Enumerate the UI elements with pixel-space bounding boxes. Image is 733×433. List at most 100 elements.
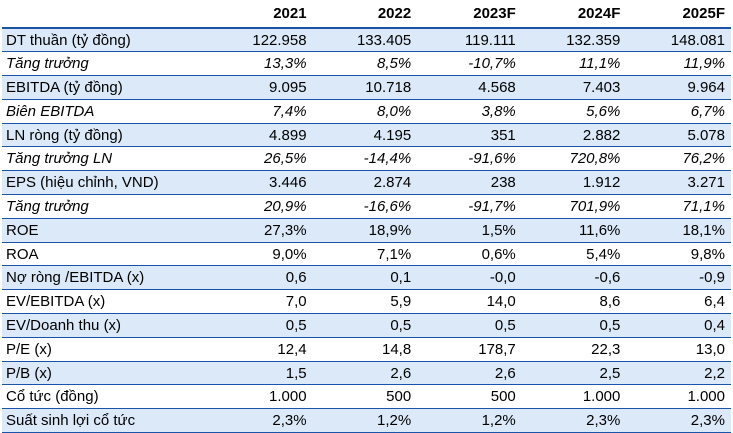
header-cell-2024f: 2024F [521,0,627,29]
table-row: Cổ tức (đồng) 1.000 500 500 1.000 1.000 [2,384,731,410]
value-cell: 7,1% [312,242,418,267]
value-cell: 5,6% [521,99,627,124]
row-label: ROA [2,242,208,267]
row-label: LN ròng (tỷ đồng) [2,123,208,148]
value-cell: 20,9% [208,194,313,219]
value-cell: 26,5% [208,146,313,172]
row-label: EBITDA (tỷ đồng) [2,75,208,100]
value-cell: 12,4 [208,337,313,362]
value-cell: 2,6 [312,361,418,386]
table-row: P/E (x) 12,4 14,8 178,7 22,3 13,0 [2,337,731,362]
value-cell: 0,1 [312,265,418,291]
header-cell-2021: 2021 [208,0,313,29]
value-cell: 9,0% [208,242,313,267]
value-cell: 7,4% [208,99,313,124]
value-cell: 1.912 [521,170,627,196]
value-cell: 132.359 [521,28,627,53]
table-body: DT thuần (tỷ đồng) 122.958 133.405 119.111 1… [2,28,731,433]
row-label: Tăng trưởng LN [2,146,208,172]
value-cell: 1,2% [312,408,418,433]
value-cell: 6,7% [626,99,731,124]
value-cell: 500 [417,384,522,410]
value-cell: 22,3 [521,337,627,362]
table-row: Tăng trưởng 20,9% -16,6% -91,7% 701,9% 71,1% [2,194,731,219]
table-header: 2021 2022 2023F 2024F 2025F [2,0,731,29]
table-row: Suất sinh lợi cổ tức 2,3% 1,2% 1,2% 2,3% 2,3% [2,408,731,433]
value-cell: 351 [417,123,522,148]
value-cell: 5,4% [521,242,627,267]
value-cell: 0,4 [626,313,731,338]
header-cell-2025f: 2025F [626,0,731,29]
value-cell: -10,7% [417,51,522,77]
value-cell: 14,8 [312,337,418,362]
value-cell: -91,7% [417,194,522,219]
table-row: EV/Doanh thu (x) 0,5 0,5 0,5 0,5 0,4 [2,313,731,338]
value-cell: 148.081 [626,28,731,53]
row-label: EPS (hiệu chỉnh, VND) [2,170,208,196]
value-cell: 3.446 [208,170,313,196]
header-row: 2021 2022 2023F 2024F 2025F [2,0,731,29]
header-cell-2022: 2022 [312,0,418,29]
value-cell: 13,0 [626,337,731,362]
value-cell: 2,3% [521,408,627,433]
value-cell: 238 [417,170,522,196]
value-cell: 0,6% [417,242,522,267]
value-cell: 119.111 [417,28,522,53]
value-cell: -0,6 [521,265,627,291]
value-cell: 18,1% [626,218,731,243]
value-cell: 10.718 [312,75,418,100]
value-cell: 9,8% [626,242,731,267]
value-cell: -0,0 [417,265,522,291]
value-cell: 13,3% [208,51,313,77]
value-cell: 0,5 [312,313,418,338]
value-cell: 8,0% [312,99,418,124]
value-cell: 720,8% [521,146,627,172]
value-cell: 5,9 [312,289,418,315]
value-cell: 1,5 [208,361,313,386]
row-label: ROE [2,218,208,243]
table-row: ROE 27,3% 18,9% 1,5% 11,6% 18,1% [2,218,731,243]
table-row: LN ròng (tỷ đồng) 4.899 4.195 351 2.882 5.078 [2,123,731,148]
table-row: Tăng trưởng LN 26,5% -14,4% -91,6% 720,8% 76,… [2,146,731,172]
row-label: Suất sinh lợi cổ tức [2,408,208,433]
value-cell: 133.405 [312,28,418,53]
value-cell: 8,6 [521,289,627,315]
header-cell-label [2,0,208,29]
row-label: Tăng trưởng [2,194,208,219]
value-cell: 2,3% [208,408,313,433]
value-cell: 122.958 [208,28,313,53]
table-row: DT thuần (tỷ đồng) 122.958 133.405 119.111 1… [2,28,731,53]
value-cell: 4.899 [208,123,313,148]
value-cell: -14,4% [312,146,418,172]
value-cell: 1,2% [417,408,522,433]
value-cell: 9.095 [208,75,313,100]
value-cell: 71,1% [626,194,731,219]
row-label: Cổ tức (đồng) [2,384,208,410]
value-cell: 7,0 [208,289,313,315]
table-row: P/B (x) 1,5 2,6 2,6 2,5 2,2 [2,361,731,386]
value-cell: 18,9% [312,218,418,243]
value-cell: -91,6% [417,146,522,172]
value-cell: 178,7 [417,337,522,362]
row-label: P/B (x) [2,361,208,386]
value-cell: 0,5 [521,313,627,338]
row-label: P/E (x) [2,337,208,362]
value-cell: -16,6% [312,194,418,219]
row-label: DT thuần (tỷ đồng) [2,28,208,53]
row-label: EV/EBITDA (x) [2,289,208,315]
value-cell: 9.964 [626,75,731,100]
value-cell: 5.078 [626,123,731,148]
value-cell: 0,5 [208,313,313,338]
row-label: Nợ ròng /EBITDA (x) [2,265,208,291]
value-cell: 11,9% [626,51,731,77]
value-cell: 1,5% [417,218,522,243]
value-cell: 8,5% [312,51,418,77]
value-cell: 1.000 [208,384,313,410]
table-row: EPS (hiệu chỉnh, VND) 3.446 2.874 238 1.912 3… [2,170,731,196]
value-cell: 0,5 [417,313,522,338]
value-cell: 14,0 [417,289,522,315]
value-cell: 3,8% [417,99,522,124]
value-cell: 2,2 [626,361,731,386]
value-cell: 701,9% [521,194,627,219]
